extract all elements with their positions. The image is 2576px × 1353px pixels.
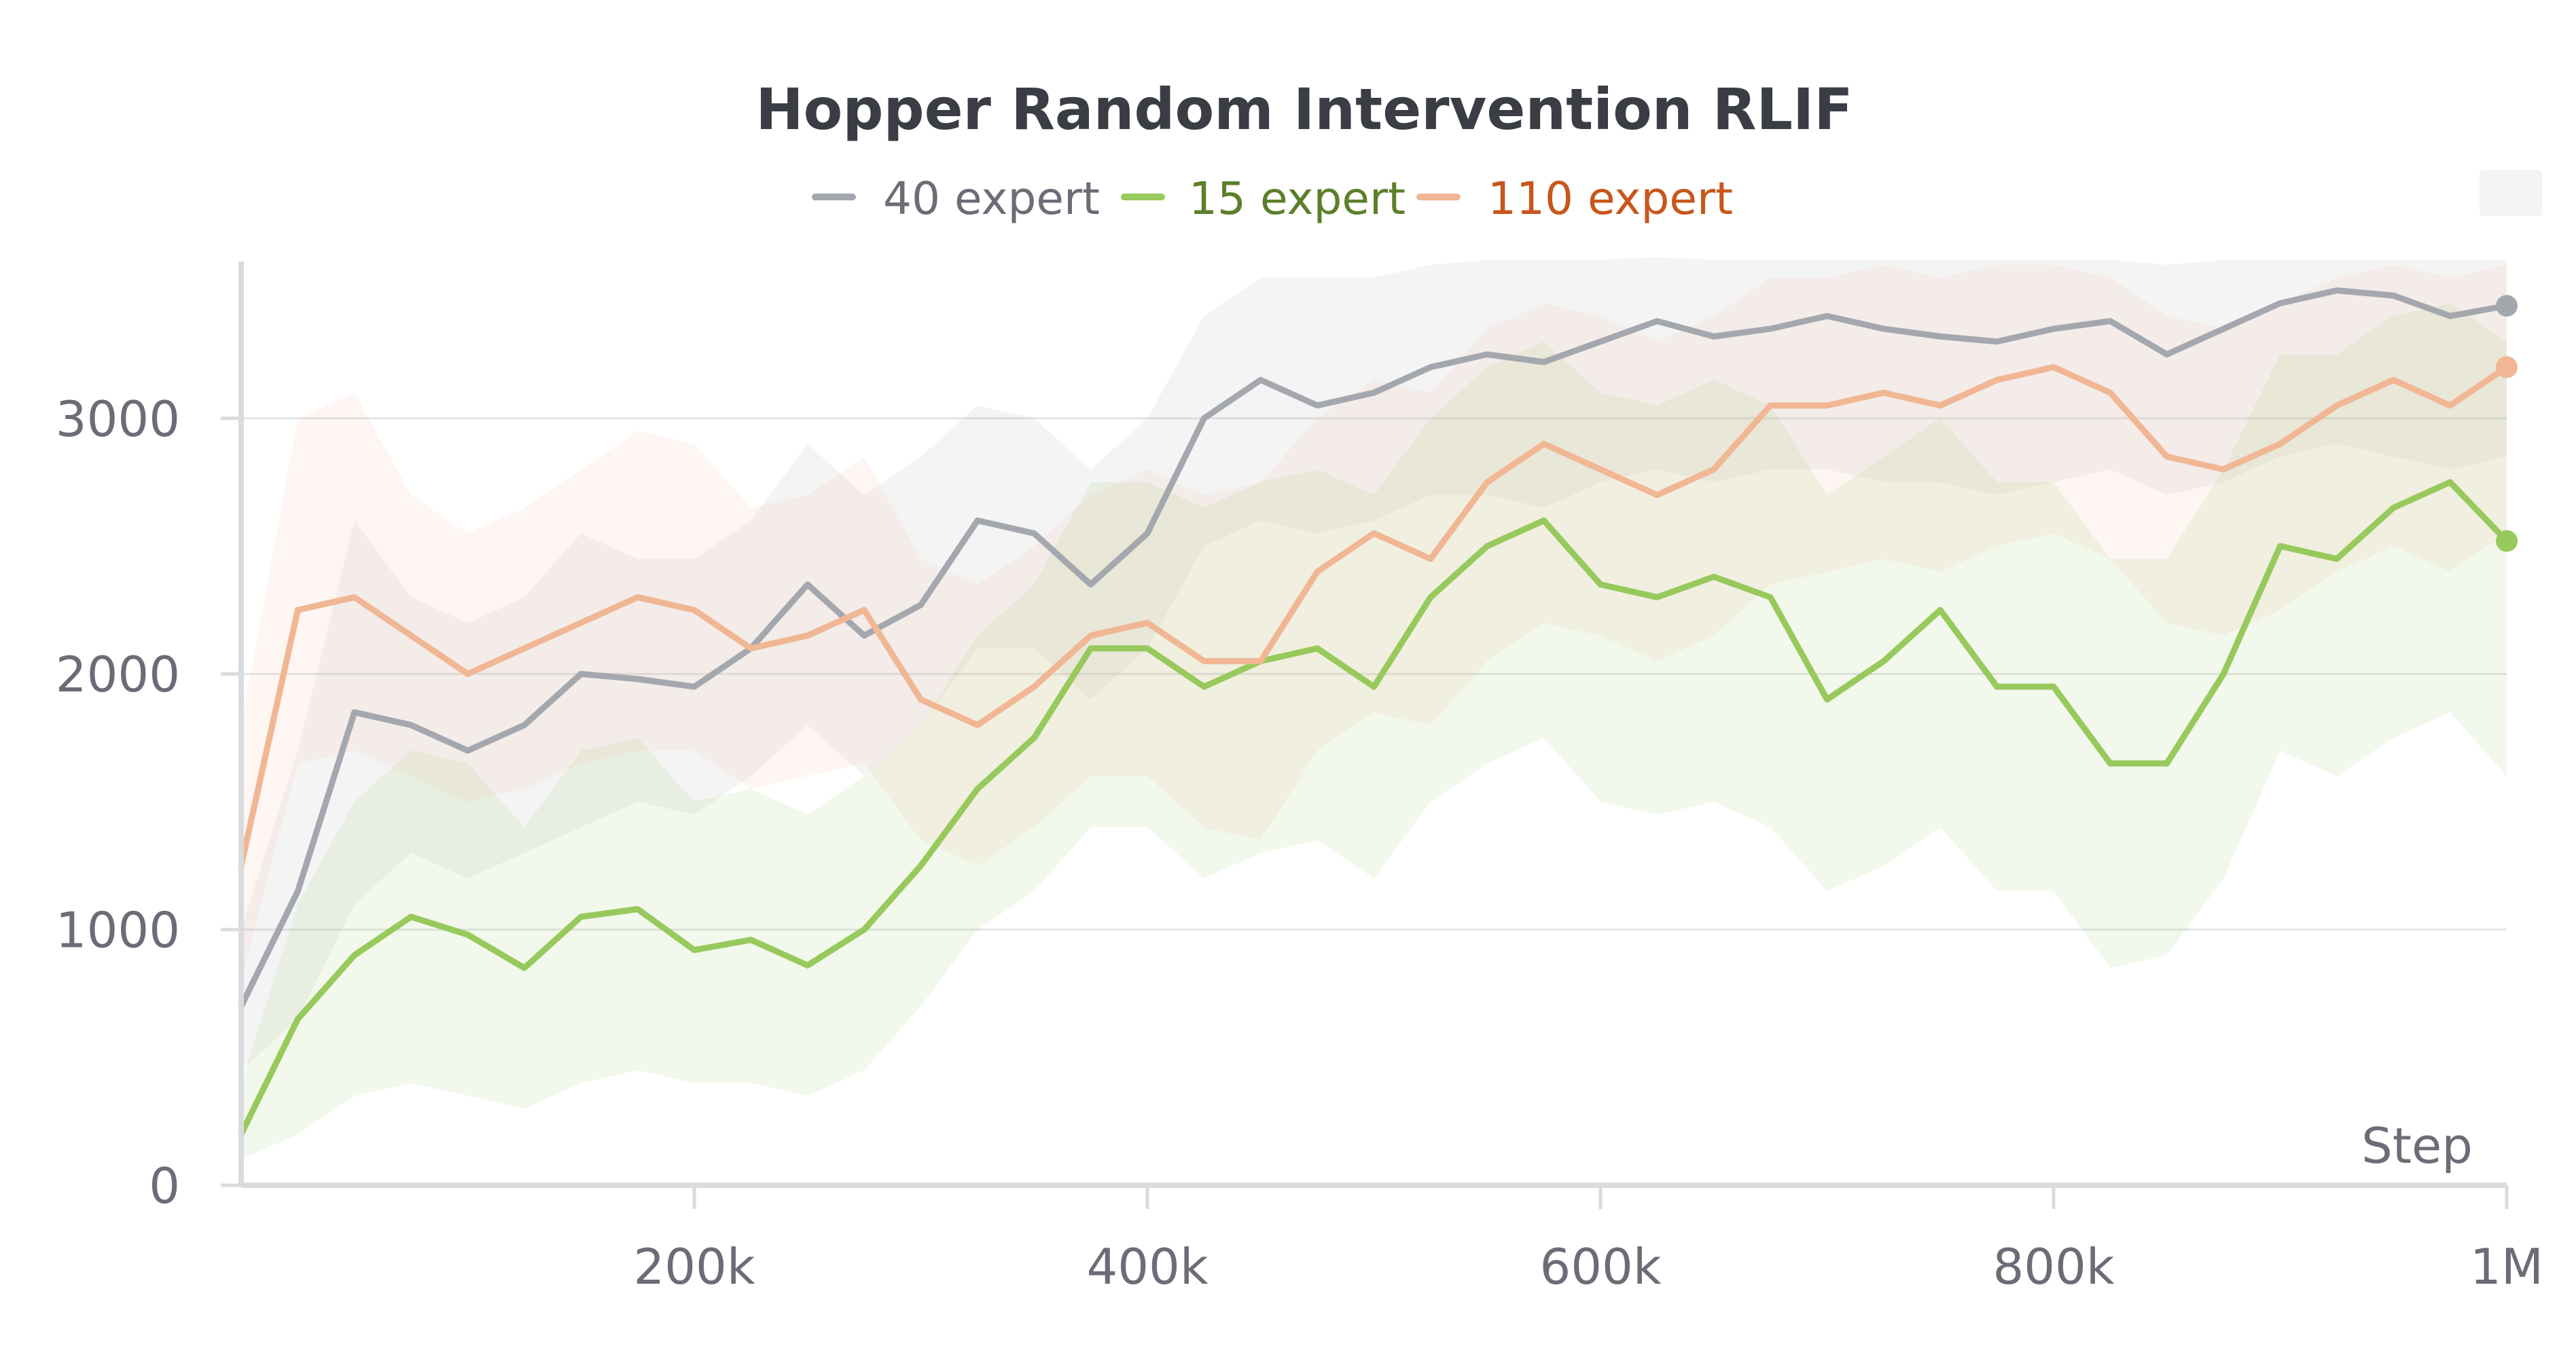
series-endpoints (2496, 295, 2518, 552)
y-tick-label-3000: 3000 (56, 391, 180, 448)
y-tick-label-0: 0 (149, 1157, 180, 1214)
x-tick-label-0: 200k (633, 1238, 755, 1295)
y-tick-label-1000: 1000 (56, 902, 180, 959)
legend: 40 expert 15 expert 110 expert (812, 173, 1733, 225)
x-tick-label-4: 1M (2470, 1238, 2543, 1295)
endpoint-series-1 (2496, 530, 2518, 552)
x-tick-label-2: 600k (1539, 1238, 1661, 1295)
chart-title: Hopper Random Intervention RLIF (755, 76, 1853, 143)
legend-label-2: 110 expert (1488, 173, 1733, 225)
band-series-0 (241, 257, 2507, 1070)
y-tick-labels: 0 1000 2000 3000 (56, 391, 180, 1214)
endpoint-series-2 (2496, 356, 2518, 378)
x-axis-label: Step (2361, 1117, 2473, 1174)
legend-toggle-button[interactable] (2480, 170, 2542, 216)
band-series-2 (241, 265, 2507, 981)
band-series-1 (241, 303, 2507, 1160)
y-tick-label-2000: 2000 (56, 646, 180, 703)
line-series-2 (238, 364, 2510, 869)
axes (221, 261, 2509, 1209)
line-series-1 (238, 479, 2510, 1138)
x-tick-label-3: 800k (1992, 1238, 2114, 1295)
legend-label-0: 40 expert (883, 173, 1100, 225)
series-lines (238, 287, 2510, 1138)
x-tick-labels: 200k 400k 600k 800k 1M (633, 1238, 2543, 1295)
confidence-bands (241, 257, 2507, 1160)
x-tick-label-1: 400k (1086, 1238, 1208, 1295)
line-series-0 (238, 287, 2510, 1010)
endpoint-series-0 (2496, 295, 2518, 317)
legend-label-1: 15 expert (1189, 173, 1406, 225)
